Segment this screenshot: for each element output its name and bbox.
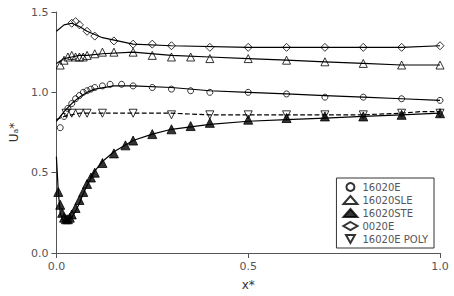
svg-text:16020E POLY: 16020E POLY xyxy=(362,234,428,245)
svg-text:1.0: 1.0 xyxy=(31,86,49,99)
svg-text:0.5: 0.5 xyxy=(31,166,49,179)
svg-text:1.0: 1.0 xyxy=(431,260,449,273)
svg-text:x*: x* xyxy=(242,278,255,292)
svg-text:16020E: 16020E xyxy=(362,182,400,193)
svg-text:Uₐ*: Uₐ* xyxy=(7,123,21,142)
svg-text:0.0: 0.0 xyxy=(48,260,66,273)
svg-text:0020E: 0020E xyxy=(362,221,394,232)
svg-text:16020SLE: 16020SLE xyxy=(362,195,412,206)
svg-text:1.5: 1.5 xyxy=(31,6,49,19)
svg-text:0.5: 0.5 xyxy=(239,260,256,273)
svg-text:0.0: 0.0 xyxy=(31,247,49,260)
svg-text:16020STE: 16020STE xyxy=(362,208,413,219)
